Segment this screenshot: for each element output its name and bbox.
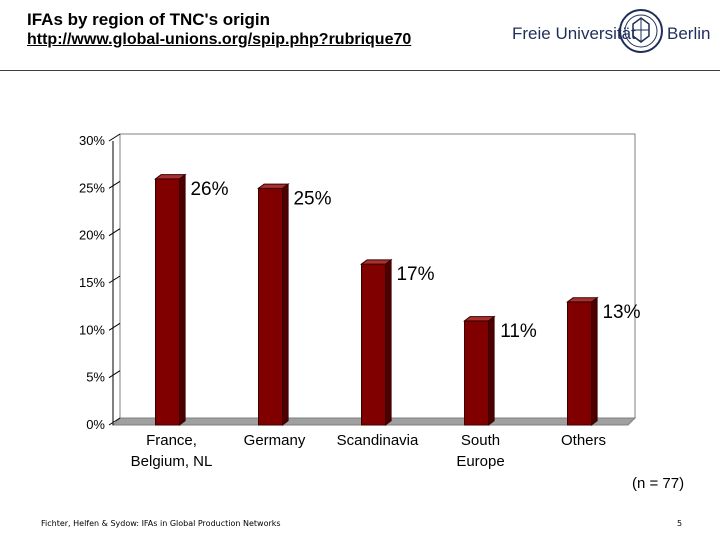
data-label: 25% (293, 188, 331, 209)
y-tick-label: 20% (79, 228, 105, 243)
bar (361, 263, 386, 426)
footer-citation: Fichter, Helfen & Sydow: IFAs in Global … (41, 519, 281, 528)
data-label: 17% (396, 264, 434, 285)
page-number: 5 (677, 519, 683, 528)
bar-side (385, 258, 392, 427)
slide-title: IFAs by region of TNC's origin (27, 10, 270, 29)
bar-top (154, 174, 187, 180)
data-label: 26% (190, 179, 228, 200)
category-label: Belgium, NL (131, 453, 213, 470)
bar (464, 320, 489, 426)
y-tick-label: 15% (79, 275, 105, 290)
y-tick-label: 25% (79, 180, 105, 195)
y-tick-mark (108, 228, 121, 237)
bar-top (257, 183, 290, 189)
bar-top (566, 297, 599, 303)
category-label: France, (146, 432, 197, 449)
bar (567, 301, 592, 426)
header-divider (0, 70, 720, 71)
source-link[interactable]: http://www.global-unions.org/spip.php?ru… (27, 31, 412, 48)
logo-wordmark-right: Berlin (667, 24, 711, 43)
category-label: Others (561, 432, 606, 449)
y-tick-mark (108, 370, 121, 379)
category-label: Germany (244, 432, 306, 449)
y-tick-label: 30% (79, 133, 105, 148)
y-tick-label: 10% (79, 322, 105, 337)
category-label: Scandinavia (337, 432, 419, 449)
y-tick-label: 0% (86, 417, 105, 432)
bar (258, 187, 283, 426)
y-tick-label: 5% (86, 370, 105, 385)
bar-side (282, 183, 289, 427)
bar-side (179, 173, 186, 427)
category-label: Europe (456, 453, 504, 470)
bar-top (462, 316, 496, 322)
bar-side (591, 296, 598, 427)
bar-top (359, 259, 393, 265)
y-tick-mark (108, 275, 121, 284)
y-tick-mark (108, 322, 121, 331)
logo-wordmark-left: Freie Universität (512, 24, 636, 43)
bar (155, 178, 180, 426)
university-logo: Freie Universität Berlin (512, 6, 711, 58)
university-seal-icon (619, 9, 663, 53)
data-label: 11% (500, 321, 537, 342)
sample-size-note: (n = 77) (632, 475, 685, 492)
bar-chart: 0% 5% 10% 15% 20% 25% 30% 26% France, Belgium, NL… (79, 133, 641, 470)
bar-side (488, 315, 495, 427)
data-label: 13% (602, 302, 640, 323)
y-tick-mark (108, 417, 121, 426)
category-label: South (461, 432, 500, 449)
y-tick-mark (108, 180, 121, 189)
y-tick-mark (108, 133, 121, 142)
